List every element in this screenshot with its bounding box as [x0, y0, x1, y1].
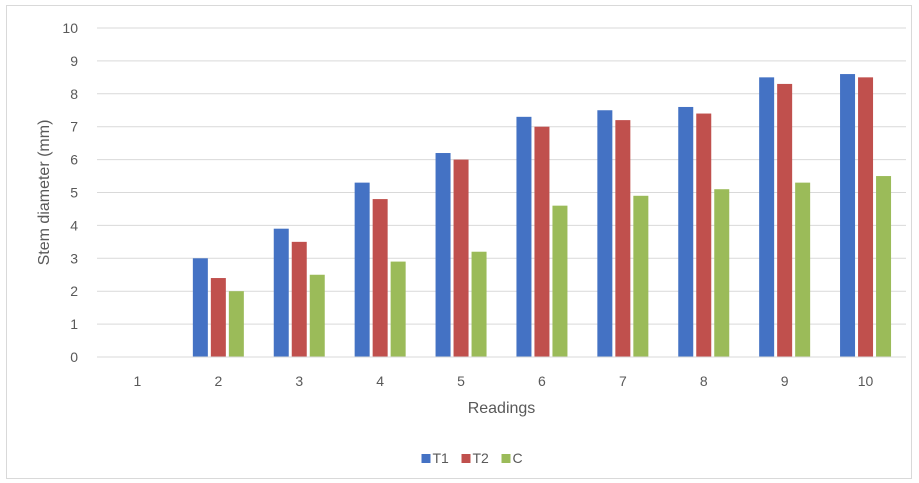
bar-t2-6 [534, 126, 550, 357]
legend-swatch-t2 [461, 454, 471, 463]
bars [192, 74, 892, 358]
x-axis-title: Readings [468, 400, 536, 417]
x-tick-label: 9 [781, 373, 789, 389]
bar-t1-3 [273, 228, 289, 357]
legend-swatch-c [501, 454, 511, 463]
x-tick-label: 2 [214, 373, 222, 389]
bar-c-10 [876, 176, 892, 357]
bar-t2-10 [858, 77, 874, 357]
bar-c-4 [390, 261, 406, 357]
bar-t2-8 [696, 113, 712, 357]
bar-t1-8 [678, 106, 694, 358]
bar-c-2 [228, 291, 244, 357]
y-tick-label: 6 [70, 152, 78, 168]
legend-label-t1: T1 [433, 450, 450, 466]
bar-t1-9 [759, 77, 775, 357]
bar-t1-2 [192, 258, 208, 357]
x-tick-label: 4 [376, 373, 384, 389]
x-axis-tick-labels: 1 2 3 4 5 6 7 8 9 10 [134, 373, 874, 389]
bar-c-5 [471, 251, 487, 357]
bar-t2-3 [291, 241, 307, 357]
bar-t2-4 [372, 199, 388, 357]
x-tick-label: 7 [619, 373, 627, 389]
bar-t2-5 [453, 159, 469, 357]
bar-t2-7 [615, 120, 631, 358]
legend-label-c: C [513, 450, 523, 466]
y-tick-label: 5 [70, 185, 78, 201]
bar-t1-7 [597, 110, 613, 357]
y-tick-label: 10 [62, 20, 78, 36]
bar-t1-4 [354, 182, 370, 357]
y-tick-label: 7 [70, 119, 78, 135]
bar-c-6 [552, 205, 568, 357]
x-tick-label: 10 [858, 373, 874, 389]
x-tick-label: 1 [134, 373, 142, 389]
x-tick-label: 3 [295, 373, 303, 389]
bar-c-7 [633, 195, 649, 357]
bar-t1-10 [840, 74, 856, 357]
y-axis-title: Stem diameter (mm) [36, 120, 53, 266]
y-tick-label: 0 [70, 349, 78, 365]
bar-t2-9 [777, 83, 793, 358]
legend: T1 T2 C [421, 450, 523, 466]
y-axis-tick-labels: 0 1 2 3 4 5 6 7 8 9 10 [62, 20, 78, 365]
bar-c-9 [795, 182, 811, 357]
bar-c-8 [714, 189, 730, 357]
legend-label-t2: T2 [473, 450, 490, 466]
y-tick-label: 3 [70, 250, 78, 266]
y-tick-label: 2 [70, 283, 78, 299]
legend-swatch-t1 [421, 454, 431, 463]
x-tick-label: 6 [538, 373, 546, 389]
bar-t2-2 [210, 278, 226, 357]
y-tick-label: 8 [70, 86, 78, 102]
y-tick-label: 4 [70, 217, 78, 233]
bar-c-3 [309, 274, 325, 357]
bar-t1-5 [435, 153, 451, 357]
x-tick-label: 8 [700, 373, 708, 389]
y-tick-label: 9 [70, 53, 78, 69]
x-tick-label: 5 [457, 373, 465, 389]
bar-t1-6 [516, 116, 532, 357]
y-tick-label: 1 [70, 316, 78, 332]
